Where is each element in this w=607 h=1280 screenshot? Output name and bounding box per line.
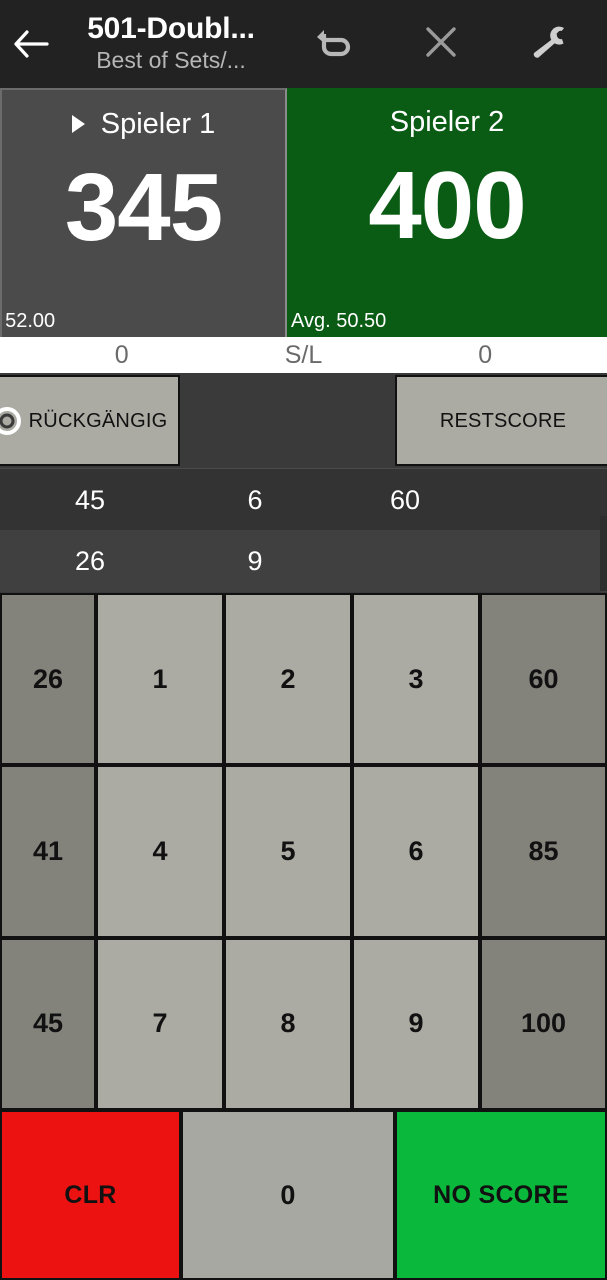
key-0[interactable]: 0 bbox=[181, 1110, 395, 1280]
key-8[interactable]: 8 bbox=[224, 937, 352, 1110]
undo-button-label: RÜCKGÄNGIG bbox=[28, 409, 168, 432]
player-1-average: . 52.00 bbox=[0, 310, 56, 332]
sets-legs-bar: 0 S/L 0 bbox=[0, 337, 607, 373]
settings-button[interactable] bbox=[512, 0, 584, 88]
history-cell: 9 bbox=[247, 546, 263, 576]
key-preset-26[interactable]: 26 bbox=[0, 593, 96, 766]
player-panel-1[interactable]: Spieler 1 345 . 52.00 bbox=[0, 88, 287, 337]
undo-arrow-icon bbox=[314, 25, 354, 64]
game-title: 501-Doubl... bbox=[87, 12, 255, 45]
wrench-icon bbox=[528, 24, 568, 65]
player-1-score: 345 bbox=[64, 154, 223, 261]
undo-last-score-button[interactable]: RÜCKGÄNGIG bbox=[0, 375, 180, 466]
history-scrollbar[interactable] bbox=[600, 516, 607, 591]
score-history-list[interactable]: 45 6 60 26 9 bbox=[0, 468, 607, 593]
player-panel-2[interactable]: Spieler 2 400 Avg. 50.50 bbox=[287, 88, 607, 337]
history-cell: 45 bbox=[74, 484, 106, 515]
key-preset-85[interactable]: 85 bbox=[480, 765, 607, 938]
numeric-keypad: 26 1 2 3 60 41 4 5 6 85 45 7 8 9 100 bbox=[0, 593, 607, 1110]
title-block: 501-Doubl... Best of Sets/... bbox=[62, 12, 280, 76]
circular-undo-icon bbox=[0, 401, 24, 441]
player-1-name: Spieler 1 bbox=[100, 108, 216, 140]
keypad-row: 45 7 8 9 100 bbox=[0, 937, 607, 1110]
action-row: RÜCKGÄNGIG RESTSCORE bbox=[0, 373, 607, 468]
player-panels: Spieler 1 345 . 52.00 Spieler 2 400 Avg.… bbox=[0, 88, 607, 337]
key-1[interactable]: 1 bbox=[96, 593, 224, 766]
key-preset-60[interactable]: 60 bbox=[480, 593, 607, 766]
close-x-icon bbox=[424, 25, 458, 64]
close-button[interactable] bbox=[405, 0, 477, 88]
history-cell: 26 bbox=[74, 546, 106, 576]
table-row[interactable]: 26 9 bbox=[0, 530, 607, 592]
key-2[interactable]: 2 bbox=[224, 593, 352, 766]
key-5[interactable]: 5 bbox=[224, 765, 352, 938]
keypad-row: 41 4 5 6 85 bbox=[0, 765, 607, 938]
player-2-name: Spieler 2 bbox=[389, 106, 505, 138]
sets-legs-label: S/L bbox=[284, 341, 323, 369]
key-7[interactable]: 7 bbox=[96, 937, 224, 1110]
active-player-triangle-icon bbox=[71, 115, 85, 133]
back-button[interactable] bbox=[0, 0, 62, 88]
key-preset-45[interactable]: 45 bbox=[0, 937, 96, 1110]
keypad-row: 26 1 2 3 60 bbox=[0, 593, 607, 766]
back-arrow-icon bbox=[13, 29, 49, 59]
key-3[interactable]: 3 bbox=[352, 593, 480, 766]
game-subtitle: Best of Sets/... bbox=[96, 47, 246, 73]
restscore-button-label: RESTSCORE bbox=[439, 409, 567, 432]
no-score-button[interactable]: NO SCORE bbox=[395, 1110, 607, 1280]
history-cell: 60 bbox=[389, 484, 421, 515]
key-preset-100[interactable]: 100 bbox=[480, 937, 607, 1110]
header-actions bbox=[280, 0, 607, 88]
key-9[interactable]: 9 bbox=[352, 937, 480, 1110]
clear-button[interactable]: CLR bbox=[0, 1110, 181, 1280]
player-2-score: 400 bbox=[368, 152, 526, 259]
sets-legs-left: 0 bbox=[114, 341, 129, 369]
table-row[interactable]: 45 6 60 bbox=[0, 468, 607, 530]
history-cell: 6 bbox=[247, 484, 263, 515]
key-6[interactable]: 6 bbox=[352, 765, 480, 938]
restscore-button[interactable]: RESTSCORE bbox=[395, 375, 607, 466]
undo-button[interactable] bbox=[298, 0, 370, 88]
app-header: 501-Doubl... Best of Sets/... bbox=[0, 0, 607, 88]
key-preset-41[interactable]: 41 bbox=[0, 765, 96, 938]
keypad-action-row: CLR 0 NO SCORE bbox=[0, 1110, 607, 1280]
player-1-name-row: Spieler 1 bbox=[71, 106, 216, 142]
key-4[interactable]: 4 bbox=[96, 765, 224, 938]
player-2-name-row: Spieler 2 bbox=[390, 104, 504, 140]
player-2-average: Avg. 50.50 bbox=[291, 310, 387, 332]
sets-legs-right: 0 bbox=[478, 341, 493, 369]
